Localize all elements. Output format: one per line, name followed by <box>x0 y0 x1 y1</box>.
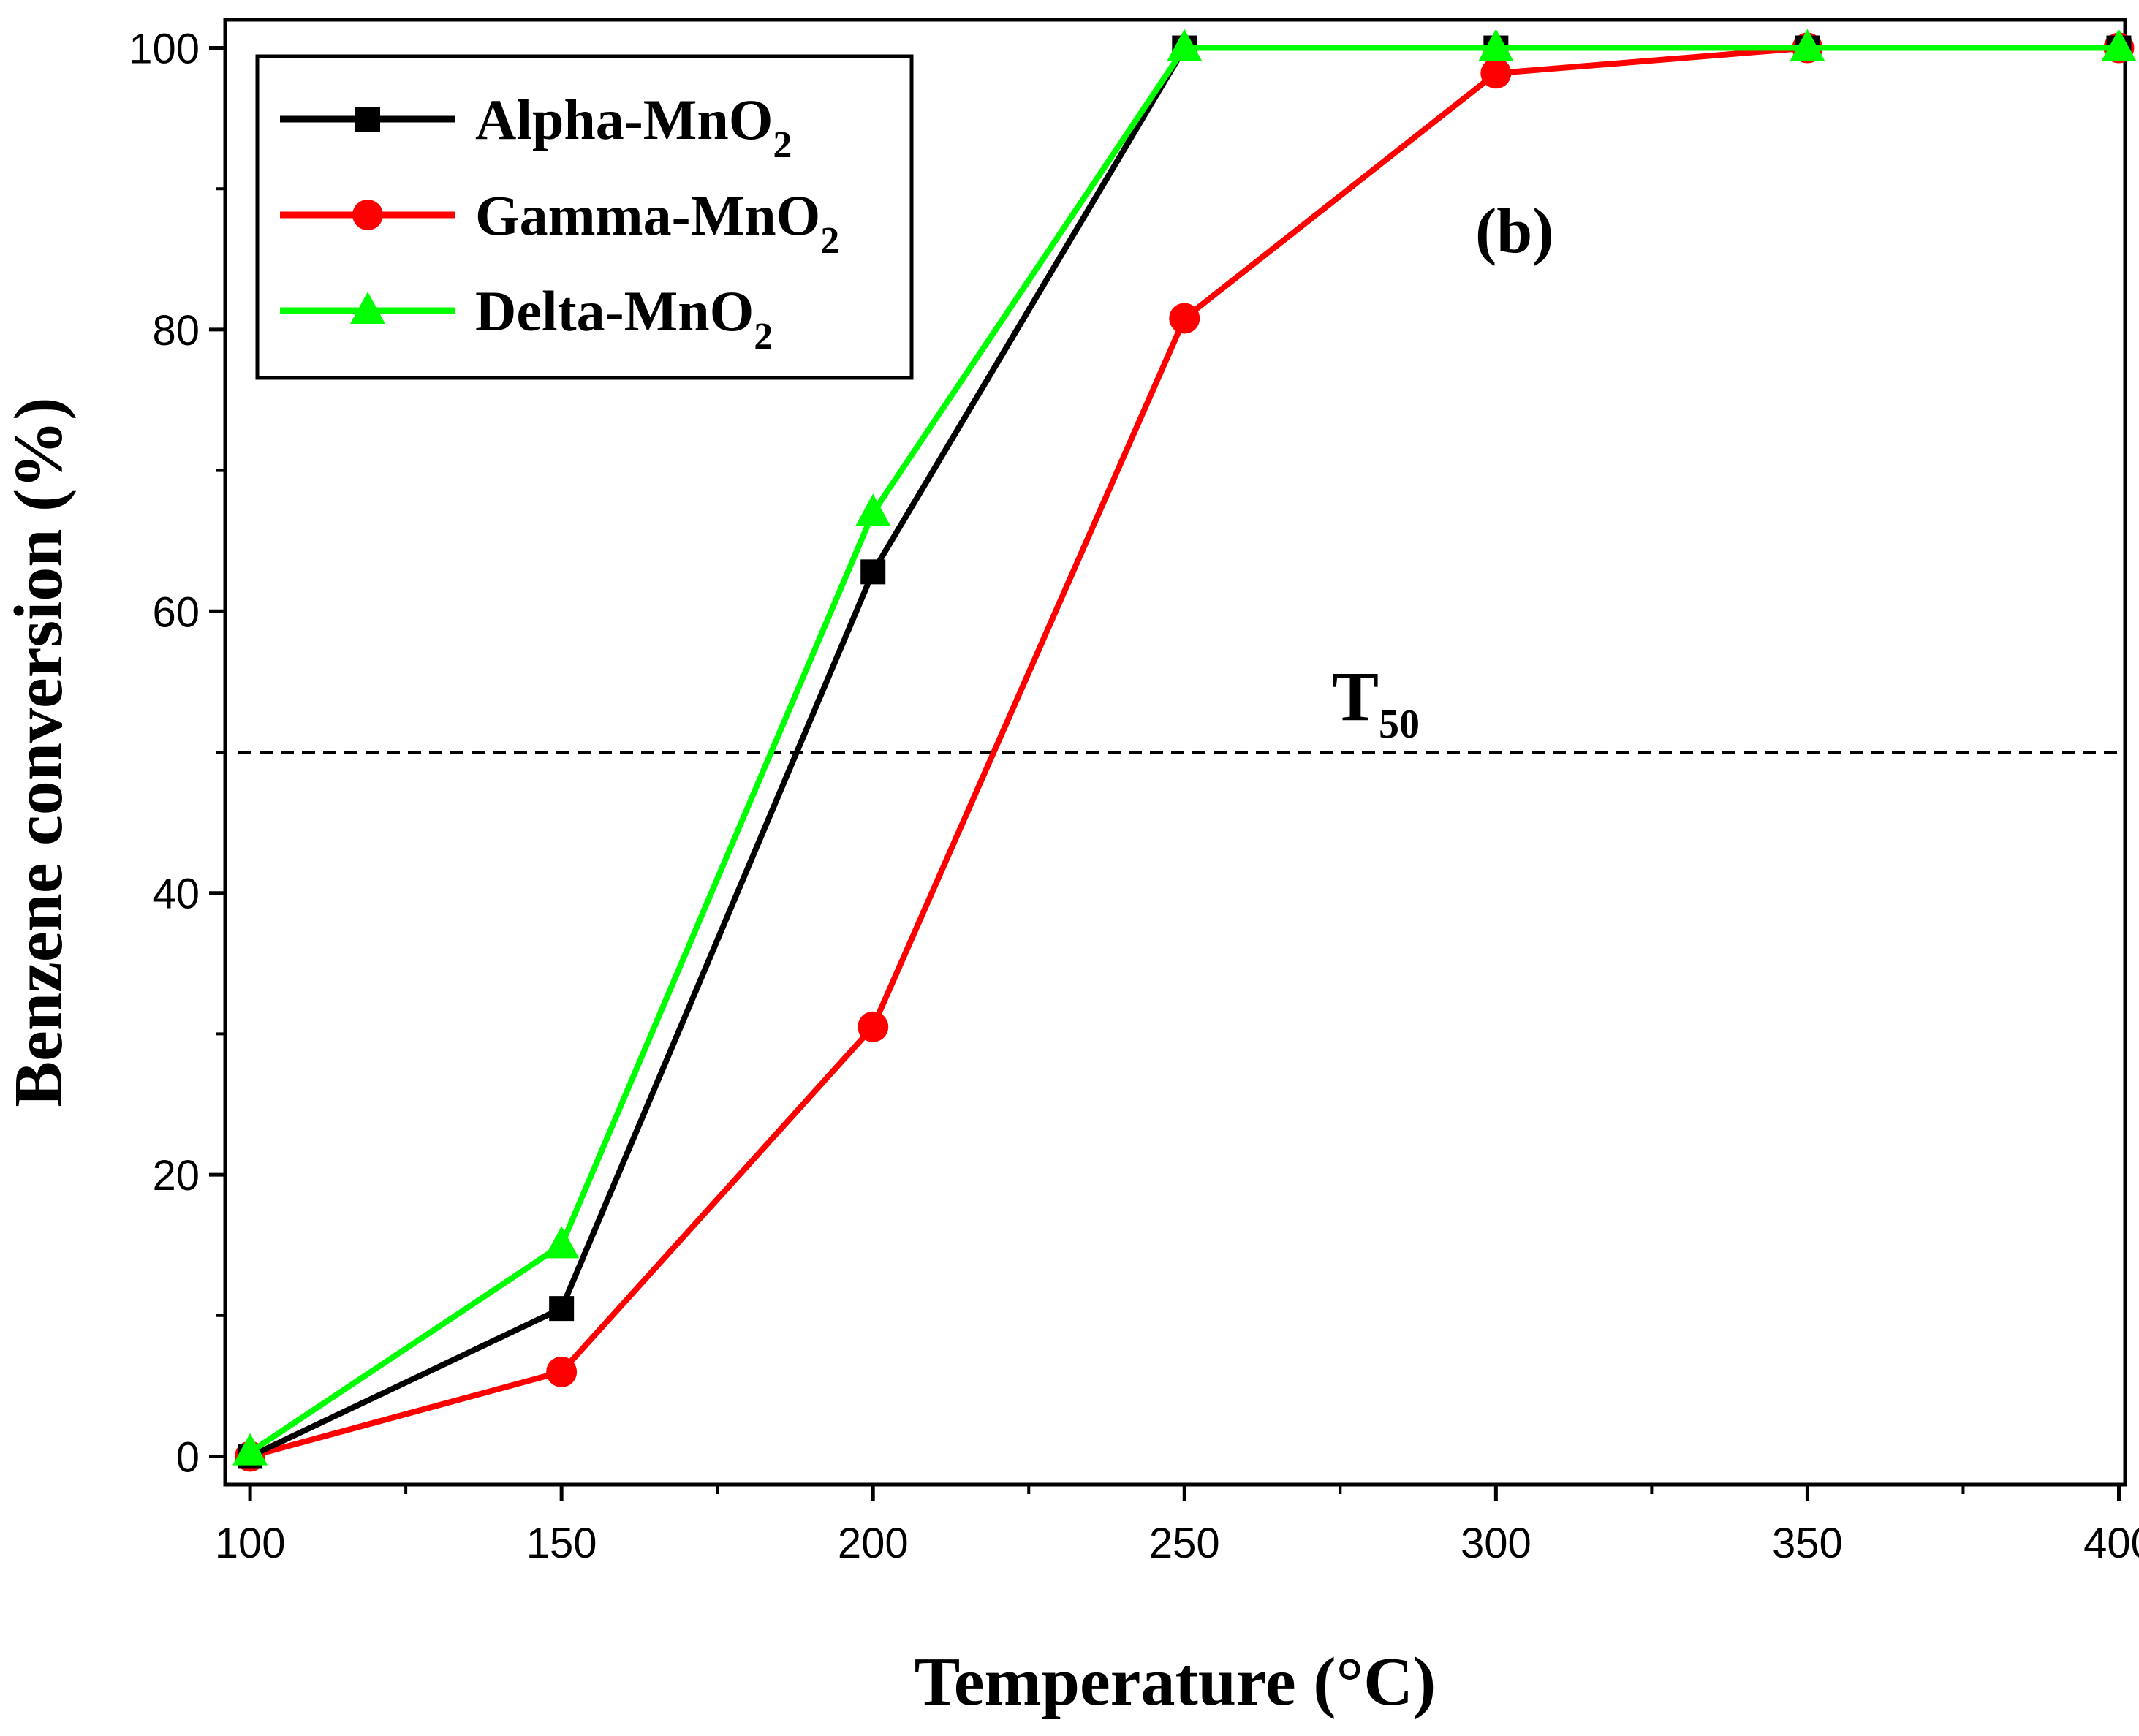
x-tick-label: 200 <box>838 1520 909 1567</box>
x-tick-label: 150 <box>526 1520 597 1567</box>
legend-label-main: Delta-MnO <box>475 279 754 343</box>
t50-label-main: T <box>1332 657 1379 735</box>
legend-swatch-marker <box>350 292 385 324</box>
series-delta-mno2 <box>232 29 2137 1466</box>
legend-item: Gamma-MnO2 <box>280 183 839 262</box>
y-tick-label: 100 <box>129 26 200 73</box>
data-point-circle <box>546 1356 578 1387</box>
t50-label: T50 <box>1332 657 1420 747</box>
data-point-circle <box>858 1011 889 1042</box>
series-group <box>232 29 2137 1472</box>
data-point-circle <box>1480 58 1512 89</box>
legend-label-main: Gamma-MnO <box>475 183 820 247</box>
legend-label-subscript: 2 <box>754 316 773 357</box>
axes: 100150200250300350400020406080100Tempera… <box>1 18 2139 1720</box>
legend-label: Delta-MnO2 <box>475 279 773 357</box>
legend-label-subscript: 2 <box>773 124 792 166</box>
legend-label: Alpha-MnO2 <box>475 88 792 166</box>
y-axis-title: Benzene conversion (%) <box>1 397 77 1107</box>
x-tick-label: 100 <box>215 1520 286 1567</box>
data-point-square <box>860 559 886 585</box>
legend-label: Gamma-MnO2 <box>475 183 839 262</box>
legend-label-main: Alpha-MnO <box>475 88 773 151</box>
legend-swatch-marker <box>355 107 380 132</box>
data-point-triangle <box>1790 29 1825 61</box>
y-tick-label: 20 <box>152 1152 200 1199</box>
y-tick-label: 40 <box>152 871 200 918</box>
data-point-triangle <box>2101 29 2137 61</box>
data-point-triangle <box>855 493 891 526</box>
data-point-square <box>549 1296 575 1322</box>
x-tick-label: 250 <box>1149 1520 1220 1567</box>
data-point-triangle <box>1478 29 1514 61</box>
data-point-triangle <box>232 1433 268 1466</box>
x-tick-label: 400 <box>2083 1520 2139 1567</box>
x-tick-label: 350 <box>1772 1520 1843 1567</box>
legend-swatch-marker <box>352 200 383 230</box>
legend-item: Alpha-MnO2 <box>280 88 792 166</box>
data-point-triangle <box>544 1226 580 1259</box>
y-tick-label: 0 <box>176 1433 200 1481</box>
panel-label: (b) <box>1475 196 1554 267</box>
data-point-circle <box>1169 303 1200 334</box>
x-tick-label: 300 <box>1461 1520 1532 1567</box>
annotations: (b) <box>1475 196 1554 267</box>
data-point-triangle <box>1167 29 1203 61</box>
t50-label-subscript: 50 <box>1379 702 1420 747</box>
reference-line-group: T50 <box>238 657 2118 754</box>
legend-item: Delta-MnO2 <box>280 279 773 357</box>
y-tick-label: 60 <box>152 588 200 636</box>
x-axis-title: Temperature (°C) <box>915 1644 1436 1720</box>
y-tick-label: 80 <box>152 307 200 355</box>
legend-label-subscript: 2 <box>820 220 839 262</box>
